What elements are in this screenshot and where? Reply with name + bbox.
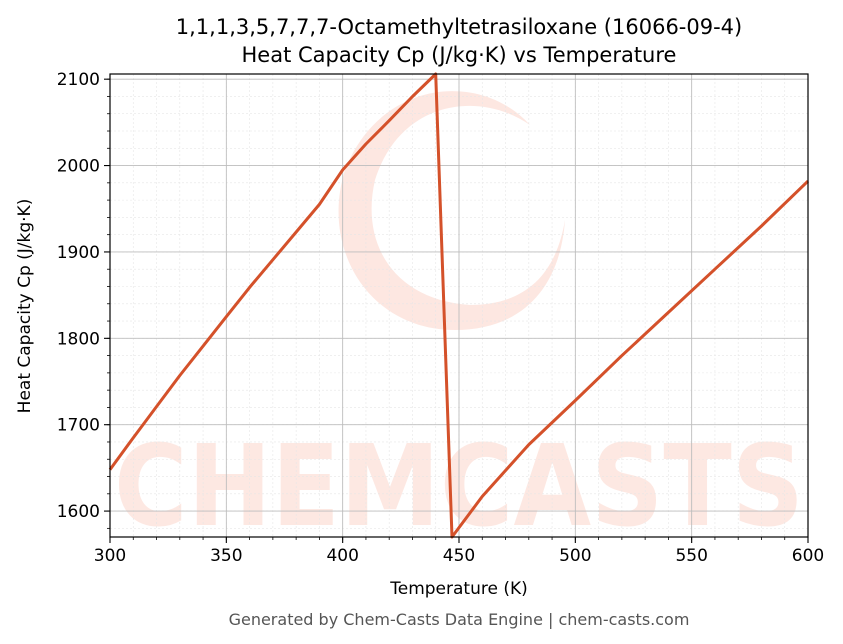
x-tick-label: 450 — [443, 546, 475, 566]
x-axis-ticks: 300 350 400 450 500 550 600 — [94, 537, 824, 566]
y-axis-label: Heat Capacity Cp (J/kg·K) — [15, 199, 35, 414]
y-tick-label: 1800 — [57, 329, 100, 349]
x-tick-label: 500 — [559, 546, 591, 566]
major-grid — [109, 74, 809, 537]
x-tick-label: 550 — [675, 546, 707, 566]
watermark-swoosh — [338, 91, 565, 330]
y-tick-label: 1900 — [57, 243, 100, 263]
y-tick-label: 2000 — [57, 157, 100, 177]
x-tick-label: 400 — [326, 546, 358, 566]
y-tick-label: 1600 — [57, 502, 100, 522]
footer-credit: Generated by Chem-Casts Data Engine | ch… — [229, 610, 690, 629]
chart-title-line-2: Heat Capacity Cp (J/kg·K) vs Temperature — [242, 43, 677, 67]
y-tick-label: 2100 — [57, 70, 100, 90]
cp-series-line — [108, 72, 810, 539]
chart-title-line-1: 1,1,1,3,5,7,7,7-Octamethyltetrasiloxane … — [176, 15, 742, 39]
x-tick-label: 300 — [94, 546, 126, 566]
x-axis-label: Temperature (K) — [389, 579, 528, 599]
y-tick-label: 1700 — [57, 416, 100, 436]
x-tick-label: 350 — [210, 546, 242, 566]
y-axis-ticks: 1600 1700 1800 1900 2000 2100 — [57, 70, 110, 529]
x-tick-label: 600 — [792, 546, 824, 566]
